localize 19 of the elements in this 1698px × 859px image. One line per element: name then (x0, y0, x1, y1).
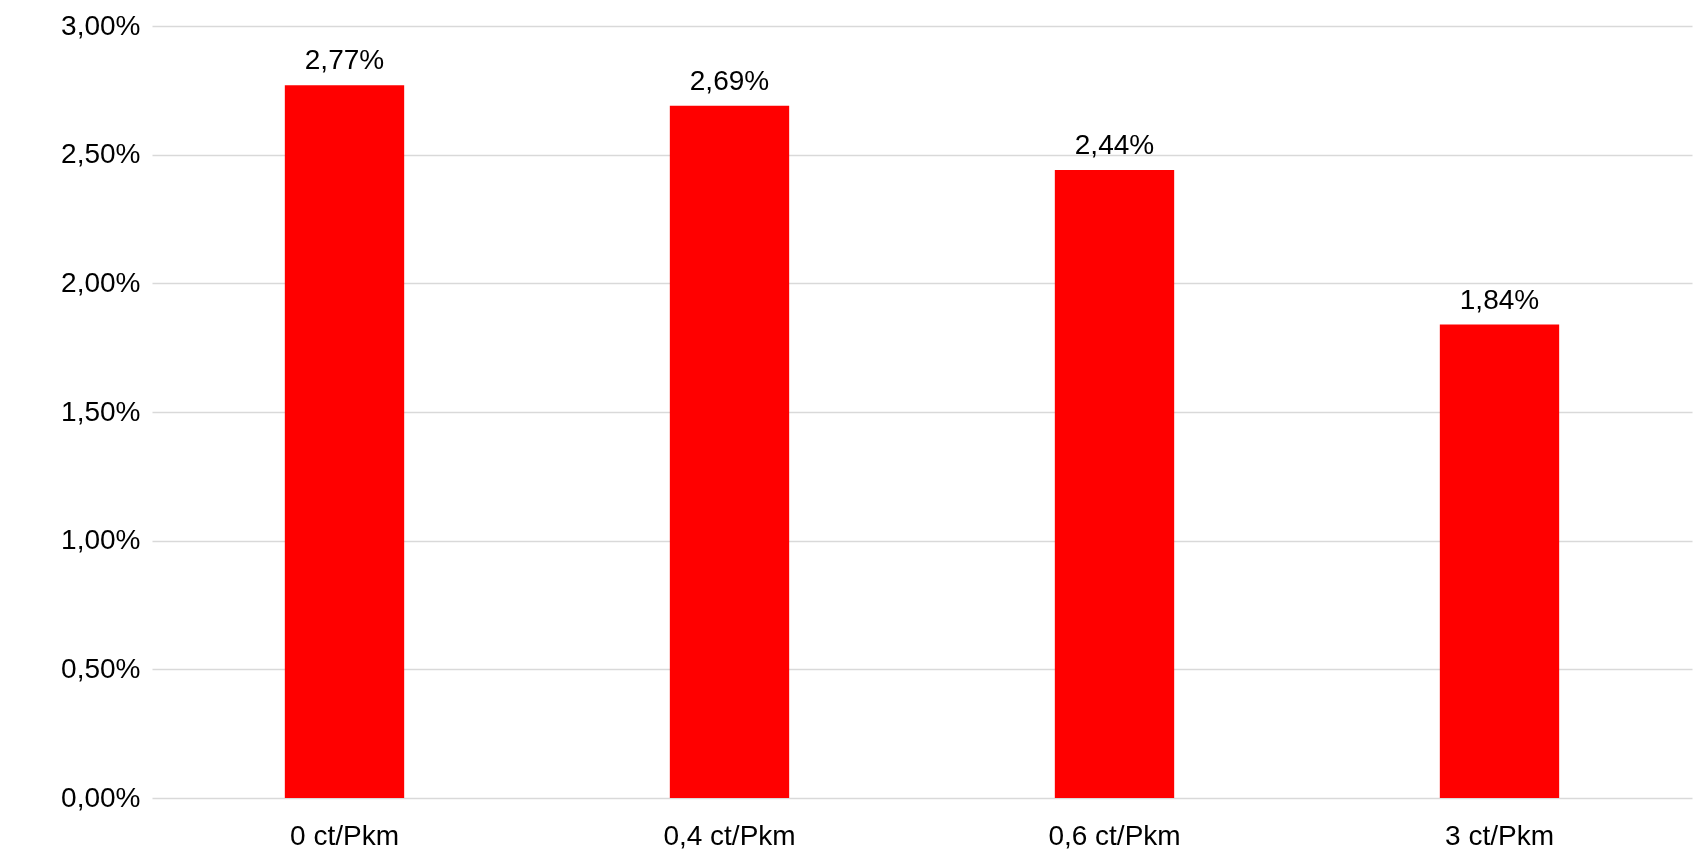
data-label: 2,69% (689, 64, 770, 96)
data-label: 2,77% (304, 44, 385, 76)
bar (284, 85, 405, 798)
x-tick-label: 0,6 ct/Pkm (1048, 819, 1181, 851)
y-tick-label: 1,00% (61, 524, 141, 556)
y-tick-label: 1,50% (61, 395, 141, 427)
x-tick-label: 0,4 ct/Pkm (663, 819, 796, 851)
data-label: 1,84% (1459, 283, 1540, 315)
y-tick-label: 3,00% (61, 9, 141, 41)
y-tick-label: 0,00% (61, 781, 141, 813)
data-label: 2,44% (1074, 129, 1155, 161)
bar (1054, 170, 1175, 798)
y-tick-label: 0,50% (61, 652, 141, 684)
y-tick-label: 2,00% (61, 266, 141, 298)
bar (1439, 324, 1560, 798)
x-tick-label: 0 ct/Pkm (290, 819, 399, 851)
bar (669, 105, 790, 798)
x-tick-label: 3 ct/Pkm (1445, 819, 1554, 851)
y-tick-label: 2,50% (61, 138, 141, 170)
